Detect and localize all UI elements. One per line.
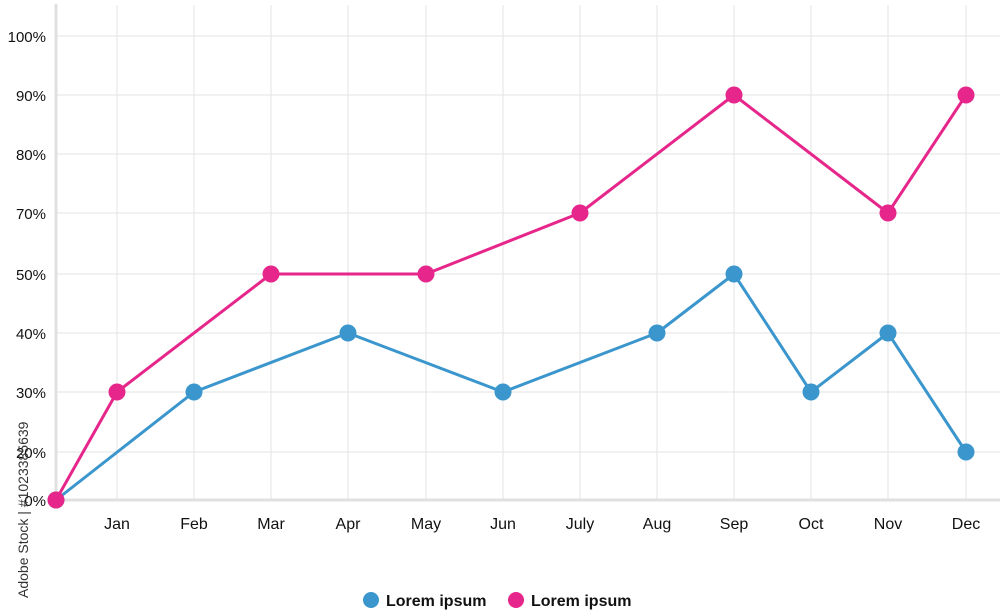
data-point: [725, 86, 743, 104]
data-point: [185, 383, 203, 401]
y-tick-label: 80%: [16, 147, 46, 164]
data-point: [648, 324, 666, 342]
x-tick-label: Jun: [490, 516, 516, 533]
y-ticks: 0% 20% 30% 40% 50% 70% 80% 90% 100%: [8, 29, 46, 510]
y-tick-label: 40%: [16, 326, 46, 343]
data-point: [957, 86, 975, 104]
y-tick-label: 20%: [16, 445, 46, 462]
x-tick-label: Oct: [799, 516, 824, 533]
y-tick-label: 100%: [8, 29, 46, 46]
data-point: [417, 265, 435, 283]
y-tick-label: 50%: [16, 267, 46, 284]
x-tick-label: July: [566, 516, 594, 533]
data-point: [262, 265, 280, 283]
data-point: [47, 491, 65, 509]
x-tick-label: Apr: [336, 516, 362, 533]
x-tick-label: Dec: [952, 516, 980, 533]
x-tick-label: Mar: [257, 516, 285, 533]
series-lines: [54, 93, 968, 502]
x-tick-label: Nov: [874, 516, 902, 533]
data-point: [957, 443, 975, 461]
series-points: [47, 86, 975, 509]
data-point: [802, 383, 820, 401]
y-tick-label: 30%: [16, 385, 46, 402]
data-point: [494, 383, 512, 401]
y-tick-label: 0%: [24, 493, 46, 510]
legend-marker: [508, 592, 524, 608]
axes: [54, 4, 1000, 502]
watermark-text: Adobe Stock | #1023385639: [15, 421, 31, 598]
data-point: [571, 204, 589, 222]
legend-marker: [363, 592, 379, 608]
x-tick-label: Jan: [104, 516, 130, 533]
data-point: [879, 324, 897, 342]
y-tick-label: 90%: [16, 88, 46, 105]
grid: [56, 5, 1000, 500]
x-tick-label: Aug: [643, 516, 671, 533]
legend-label: Lorem ipsum: [531, 593, 631, 610]
y-tick-label: 70%: [16, 206, 46, 223]
data-point: [339, 324, 357, 342]
data-point: [879, 204, 897, 222]
x-tick-label: May: [411, 516, 441, 533]
x-tick-label: Feb: [180, 516, 208, 533]
x-ticks: Jan Feb Mar Apr May Jun July Aug Sep Oct Nov Dec: [104, 516, 980, 533]
legend: Lorem ipsum Lorem ipsum: [363, 592, 631, 610]
data-point: [725, 265, 743, 283]
series-line-2: [54, 93, 968, 501]
legend-label: Lorem ipsum: [386, 593, 486, 610]
x-tick-label: Sep: [720, 516, 749, 533]
data-point: [108, 383, 126, 401]
